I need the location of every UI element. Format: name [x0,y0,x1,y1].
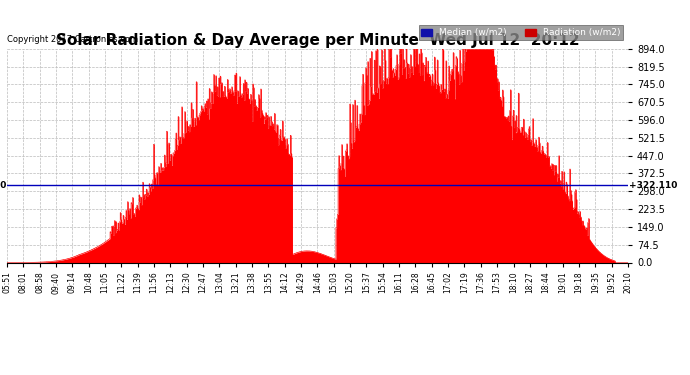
Legend: Median (w/m2), Radiation (w/m2): Median (w/m2), Radiation (w/m2) [419,26,623,40]
Text: +322.110: +322.110 [0,181,6,190]
Text: Copyright 2017 Cartronics.com: Copyright 2017 Cartronics.com [7,36,138,45]
Title: Solar Radiation & Day Average per Minute  Wed Jul 12  20:12: Solar Radiation & Day Average per Minute… [56,33,579,48]
Text: +322.110: +322.110 [629,181,677,190]
